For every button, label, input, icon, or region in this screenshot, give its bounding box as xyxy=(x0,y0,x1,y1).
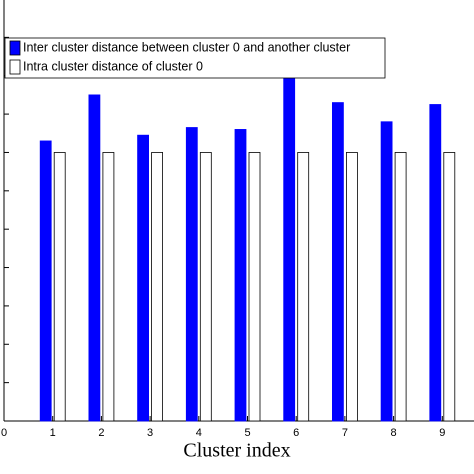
bar xyxy=(151,152,164,422)
x-tick-label: 7 xyxy=(342,427,348,439)
bar xyxy=(345,152,358,422)
legend-label: Inter cluster distance between cluster 0… xyxy=(23,40,350,54)
x-axis-label: Cluster index xyxy=(183,440,290,462)
bar xyxy=(185,127,198,422)
bar xyxy=(443,152,456,422)
bar xyxy=(102,152,115,422)
x-tick-label: 4 xyxy=(196,427,202,439)
legend-box xyxy=(4,37,386,79)
bar xyxy=(88,94,101,422)
bar xyxy=(394,152,407,422)
bar xyxy=(429,104,442,422)
legend-label: Intra cluster distance of cluster 0 xyxy=(23,59,203,73)
bar xyxy=(137,134,150,422)
bar xyxy=(234,129,247,422)
legend-swatch xyxy=(9,40,21,56)
bar xyxy=(297,152,310,422)
x-tick-label: 6 xyxy=(293,427,299,439)
bar xyxy=(283,75,296,422)
legend-swatch xyxy=(9,59,21,75)
bar xyxy=(380,121,393,422)
bar xyxy=(39,140,52,422)
x-tick-label: 2 xyxy=(98,427,104,439)
x-tick-label: 1 xyxy=(50,427,56,439)
x-tick-label: 3 xyxy=(147,427,153,439)
bar xyxy=(53,152,66,422)
bar xyxy=(331,102,344,422)
bar xyxy=(248,152,261,422)
bar xyxy=(199,152,212,422)
x-tick-label: 8 xyxy=(391,427,397,439)
x-tick-label: 0 xyxy=(1,427,7,439)
x-tick-label: 9 xyxy=(439,427,445,439)
x-tick-label: 5 xyxy=(244,427,250,439)
